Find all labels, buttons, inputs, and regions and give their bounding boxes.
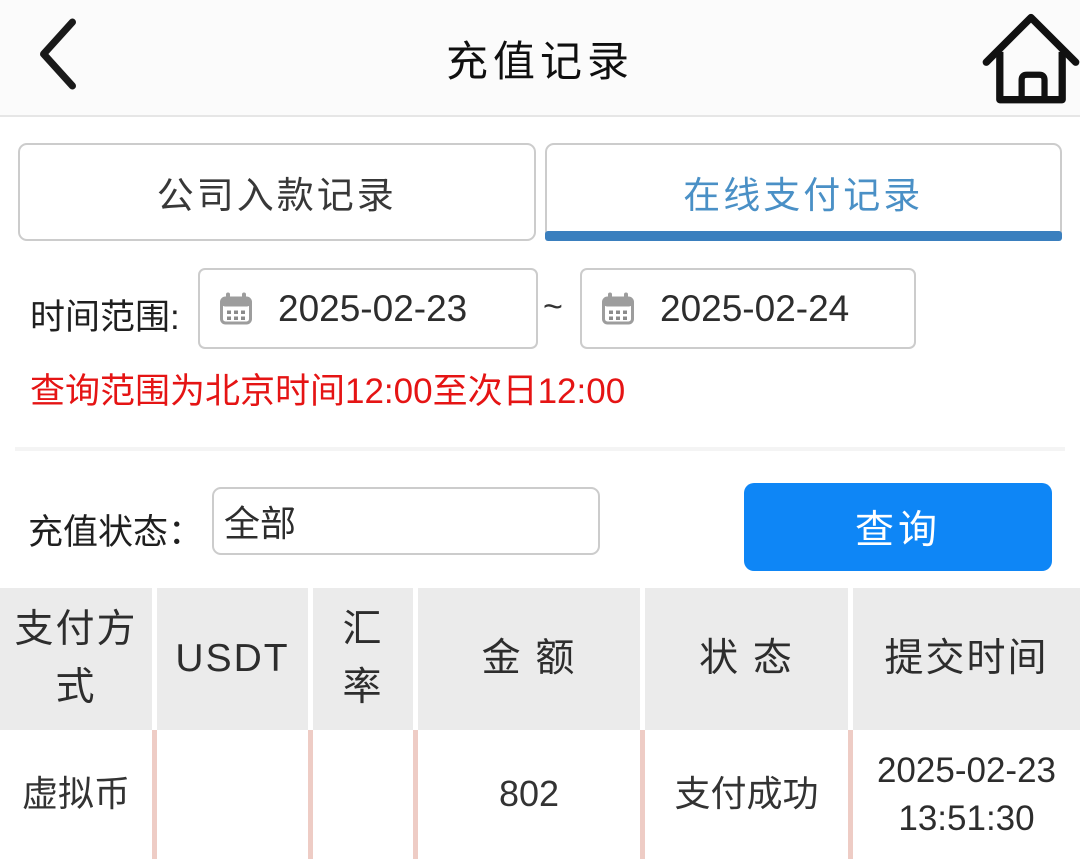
col-header-submit-time: 提交时间 xyxy=(853,588,1080,730)
tab-label: 公司入款记录 xyxy=(156,175,397,216)
header-bar: 充值记录 xyxy=(0,0,1080,117)
date-from-value: 2025-02-23 xyxy=(278,287,468,329)
col-header-status: 状 态 xyxy=(645,588,853,730)
col-header-usdt: USDT xyxy=(157,588,313,730)
submit-time: 13:51:30 xyxy=(898,798,1035,838)
table-row: 虚拟币 802 支付成功 2025-02-23 13:51:30 xyxy=(0,730,1080,859)
active-tab-underline xyxy=(544,231,1062,241)
recharge-status-label: 充值状态： xyxy=(28,513,204,552)
table-header-row: 支付方式 USDT 汇 率 金 额 状 态 提交时间 xyxy=(0,588,1080,730)
query-range-notice: 查询范围为北京时间12:00至次日12:00 xyxy=(30,372,626,411)
cell-amount: 802 xyxy=(418,730,645,859)
home-button[interactable] xyxy=(978,5,1080,111)
col-header-amount: 金 额 xyxy=(418,588,645,730)
submit-date: 2025-02-23 xyxy=(876,751,1057,791)
section-divider xyxy=(15,447,1065,451)
chevron-left-icon xyxy=(35,18,81,95)
records-table: 支付方式 USDT 汇 率 金 额 状 态 提交时间 虚拟币 802 支付成功 … xyxy=(0,588,1080,859)
cell-status: 支付成功 xyxy=(645,730,853,859)
cell-submit-time: 2025-02-23 13:51:30 xyxy=(853,730,1080,859)
cell-usdt xyxy=(157,730,313,859)
date-to-input[interactable]: 2025-02-24 xyxy=(580,268,916,349)
home-icon xyxy=(979,6,1080,111)
col-header-pay-method: 支付方式 xyxy=(0,588,157,730)
calendar-icon xyxy=(600,291,636,326)
tab-online-payment-record[interactable]: 在线支付记录 xyxy=(544,143,1062,241)
calendar-icon xyxy=(218,291,254,326)
date-range-label: 时间范围: xyxy=(30,298,180,337)
date-from-input[interactable]: 2025-02-23 xyxy=(198,268,538,349)
tab-company-deposit-record[interactable]: 公司入款记录 xyxy=(18,143,536,241)
recharge-status-value: 全部 xyxy=(224,503,297,544)
page-title: 充值记录 xyxy=(445,38,634,85)
tab-label: 在线支付记录 xyxy=(683,175,924,216)
cell-pay-method: 虚拟币 xyxy=(0,730,157,859)
record-tabs: 公司入款记录 在线支付记录 xyxy=(18,143,1062,241)
query-button-label: 查询 xyxy=(854,509,941,552)
date-to-value: 2025-02-24 xyxy=(660,287,850,329)
date-range-separator: ~ xyxy=(543,288,563,326)
query-button[interactable]: 查询 xyxy=(744,483,1052,571)
col-header-rate: 汇 率 xyxy=(313,588,418,730)
recharge-status-select[interactable]: 全部 xyxy=(212,487,600,555)
cell-rate xyxy=(313,730,418,859)
back-button[interactable] xyxy=(30,16,86,96)
